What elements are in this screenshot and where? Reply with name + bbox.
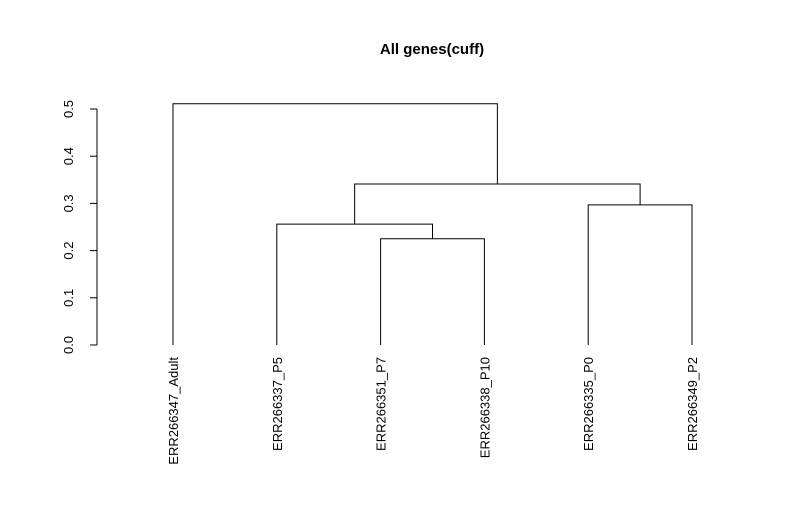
leaf-label: ERR266351_P7: [374, 357, 389, 451]
merge-link: [354, 183, 641, 225]
y-tick-label: 0.1: [61, 289, 76, 307]
leaf-label: ERR266347_Adult: [166, 357, 181, 465]
leaf-label: ERR266349_P2: [685, 357, 700, 451]
merge-link: [276, 223, 433, 345]
leaf-label: ERR266335_P0: [581, 357, 596, 451]
y-tick-label: 0.5: [61, 100, 76, 118]
leaf-label: ERR266337_P5: [270, 357, 285, 451]
y-tick-label: 0.3: [61, 194, 76, 212]
leaf-label: ERR266338_P10: [477, 357, 492, 458]
y-tick-label: 0.0: [61, 336, 76, 354]
y-tick-label: 0.2: [61, 242, 76, 260]
y-tick-label: 0.4: [61, 147, 76, 165]
merge-link: [587, 204, 693, 345]
chart-title: All genes(cuff): [380, 41, 484, 58]
merge-link: [380, 238, 485, 345]
merge-link: [172, 103, 498, 345]
